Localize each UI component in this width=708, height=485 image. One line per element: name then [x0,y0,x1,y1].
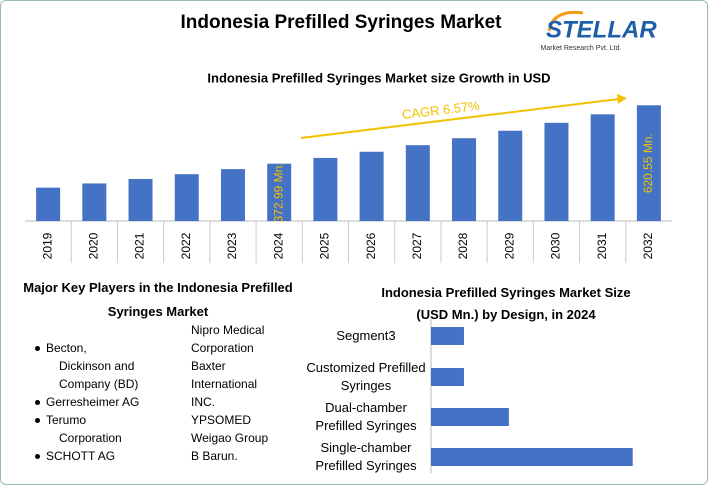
value-label: 372.99 Mn. [271,162,285,222]
x-tick-label: 2031 [595,232,609,259]
cagr-arrowhead [617,94,627,104]
x-tick-label: 2023 [225,232,239,259]
player: Weigao Group [191,431,269,445]
bar [359,151,384,221]
y-tick-label: Dual-chamber Prefilled Syringes [315,400,417,433]
bar [544,122,569,221]
bar [431,368,464,386]
cagr-arrow [300,98,620,139]
y-tick-label: Single-chamber Prefilled Syringes [315,440,417,473]
value-label: 620.55 Mn. [641,133,655,193]
y-tick-label: Segment3 [336,328,396,343]
bar [313,157,338,221]
chart-title: Indonesia Prefilled Syringes Market Size… [381,285,631,322]
bar [36,187,61,221]
player: Baxter International INC. [191,359,258,409]
x-tick-label: 2028 [456,232,470,259]
bar [431,408,509,426]
player: SCHOTT AG [31,447,141,465]
x-tick-label: 2029 [502,232,516,259]
bar [128,178,153,221]
x-tick-label: 2030 [549,232,563,259]
x-tick-label: 2026 [364,232,378,259]
logo-tagline: Market Research Pvt. Ltd. [541,45,622,52]
x-tick-label: 2027 [410,232,424,259]
key-players-bulleted: Becton, Dickinson and Company (BD) Gerres… [31,339,141,465]
bar [82,183,107,221]
player: Becton, Dickinson and Company (BD) [31,339,141,393]
page-title: Indonesia Prefilled Syringes Market [181,12,503,33]
bar [431,327,464,345]
bar [431,448,633,466]
bar [220,169,245,221]
player: YPSOMED [191,413,252,427]
bar [636,105,661,221]
player: Terumo Corporation [31,411,141,447]
logo-name: STELLAR [546,16,657,43]
x-tick-label: 2020 [86,232,100,259]
bar [590,114,615,221]
x-tick-label: 2022 [179,232,193,259]
x-tick-label: 2021 [133,232,147,259]
x-tick-label: 2032 [641,232,655,259]
chart-title: Indonesia Prefilled Syringes Market size… [207,70,550,85]
x-tick-label: 2019 [40,232,54,259]
player: B Barun. [191,449,238,463]
bar [498,130,523,221]
bar [405,145,430,221]
player: Nipro Medical Corporation [191,323,265,355]
x-tick-label: 2024 [271,232,285,259]
y-tick-label: Customized Prefilled Syringes [306,360,426,393]
bar [267,163,292,221]
cagr-label: CAGR 6.57% [401,98,481,122]
bar [452,138,477,221]
key-players-title: Major Key Players in the Indonesia Prefi… [23,280,293,319]
key-players-other: Nipro Medical Corporation Baxter Internat… [191,321,279,465]
player: Gerresheimer AG [31,393,141,411]
x-tick-label: 2025 [318,232,332,259]
logo-swoosh [547,10,584,32]
bar [174,174,199,221]
